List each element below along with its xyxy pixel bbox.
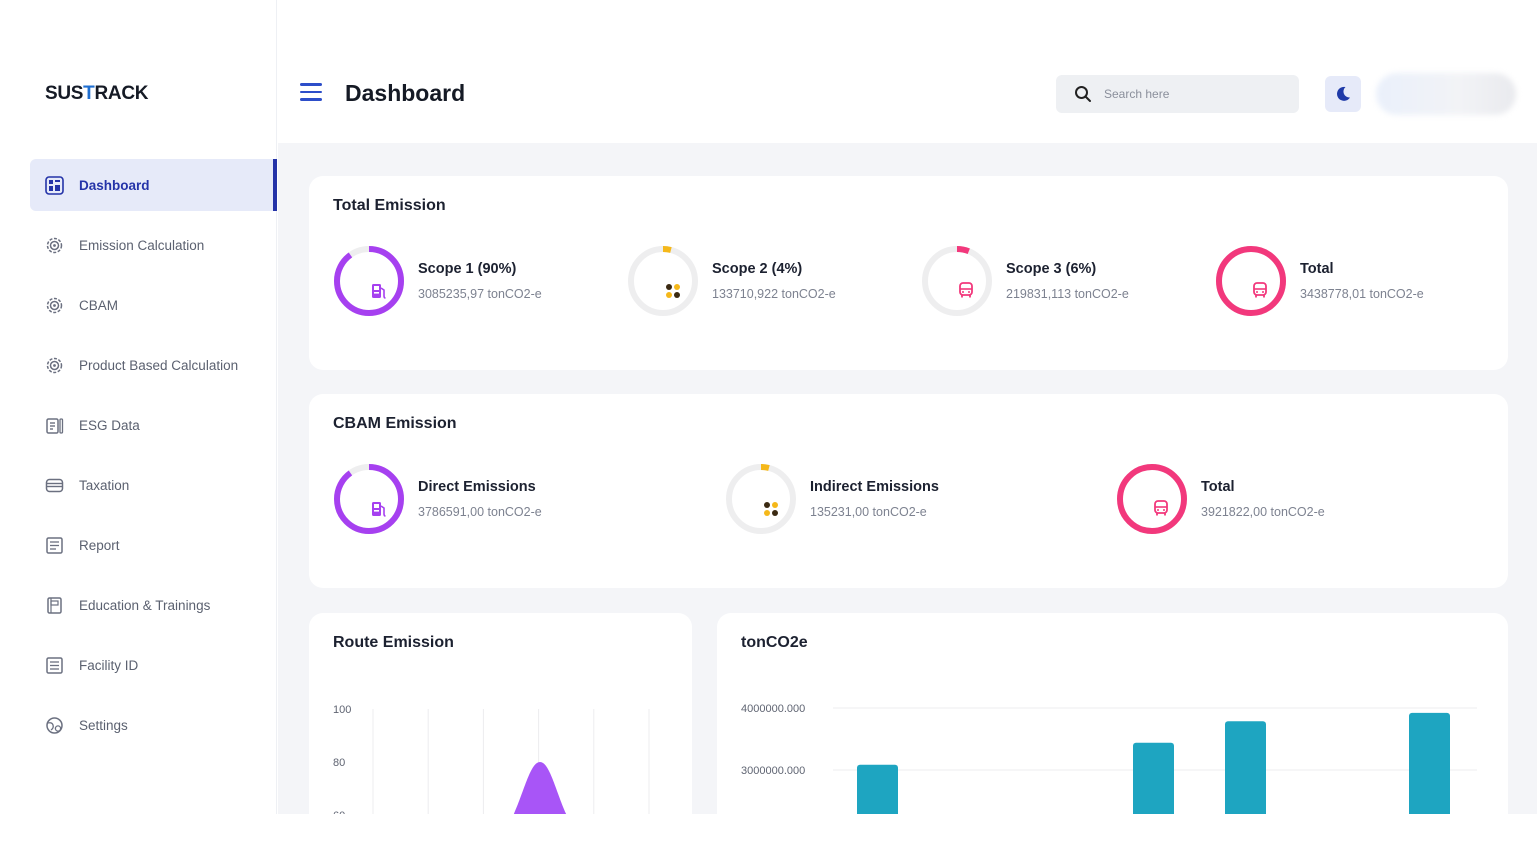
sidebar-item-report[interactable]: Report (30, 519, 277, 571)
sidebar-item-label: Settings (79, 717, 128, 733)
bar (1409, 712, 1450, 814)
card-title: Total Emission (333, 197, 446, 214)
top-header: Dashboard (278, 48, 1537, 143)
card-title: Route Emission (333, 634, 454, 651)
search-input[interactable] (1104, 87, 1284, 101)
bar (1225, 721, 1266, 814)
stat-value: 133710,922 tonCO2-e (712, 287, 836, 301)
stat-scope-3-6: Scope 3 (6%) 219831,113 tonCO2-e (920, 244, 1129, 318)
sidebar-item-label: Facility ID (79, 657, 139, 673)
sidebar-item-esg-data[interactable]: ESG Data (30, 399, 277, 451)
menu-toggle-button[interactable] (300, 83, 322, 105)
gear-icon (44, 355, 64, 375)
sidebar-item-facility-id[interactable]: Facility ID (30, 639, 277, 691)
sidebar-item-label: CBAM (79, 297, 119, 313)
sidebar-item-label: Education & Trainings (79, 597, 211, 613)
sidebar-item-emission-calculation[interactable]: Emission Calculation (30, 219, 277, 271)
stat-indirect-emissions: Indirect Emissions 135231,00 tonCO2-e (724, 462, 939, 536)
stat-direct-emissions: Direct Emissions 3786591,00 tonCO2-e (332, 462, 542, 536)
card-title: tonCO2e (741, 634, 808, 651)
stat-value: 135231,00 tonCO2-e (810, 505, 927, 519)
user-profile[interactable] (1376, 73, 1516, 115)
total-emission-card: Total Emission Scope 1 (90%) 3085235,97 t… (309, 176, 1508, 370)
progress-ring (724, 462, 798, 536)
globe-settings-icon (44, 715, 64, 735)
sidebar-item-label: Report (79, 537, 120, 553)
route-emission-card: Route Emission 100 80 60 (309, 613, 692, 814)
stat-total: Total 3921822,00 tonCO2-e (1115, 462, 1325, 536)
stat-label: Indirect Emissions (810, 479, 939, 495)
area-peak (513, 762, 567, 814)
sidebar-item-label: Taxation (79, 477, 130, 493)
stat-value: 3921822,00 tonCO2-e (1201, 505, 1325, 519)
wallet-icon (44, 475, 64, 495)
y-tick-label: 3000000.000 (741, 765, 805, 777)
gear-icon (44, 235, 64, 255)
sidebar-item-taxation[interactable]: Taxation (30, 459, 277, 511)
card-title: CBAM Emission (333, 415, 457, 432)
gear-icon (44, 295, 64, 315)
sidebar-nav: Dashboard Emission Calculation CBAM Product… (30, 159, 277, 759)
progress-ring (332, 244, 406, 318)
stat-label: Total (1201, 479, 1235, 495)
sidebar-item-label: Emission Calculation (79, 237, 205, 253)
tonco2e-bar-chart: 4000000.000 3000000.000 (741, 703, 1477, 814)
theme-toggle-button[interactable] (1325, 76, 1361, 112)
y-tick-label: 80 (333, 757, 345, 769)
bar (1133, 742, 1174, 814)
y-tick-label: 60 (333, 810, 345, 814)
sidebar-item-label: Dashboard (79, 177, 150, 193)
sidebar: SUSTRACK Dashboard Emission Calculation CB… (0, 0, 277, 814)
bar (857, 764, 898, 814)
sidebar-item-education-trainings[interactable]: Education & Trainings (30, 579, 277, 631)
stat-total: Total 3438778,01 tonCO2-e (1214, 244, 1424, 318)
stat-value: 219831,113 tonCO2-e (1006, 287, 1129, 301)
stat-value: 3786591,00 tonCO2-e (418, 505, 542, 519)
moon-icon (1337, 86, 1350, 101)
sidebar-item-settings[interactable]: Settings (30, 699, 277, 751)
app-logo[interactable]: SUSTRACK (45, 83, 149, 104)
sidebar-item-label: ESG Data (79, 417, 140, 433)
sidebar-item-cbam[interactable]: CBAM (30, 279, 277, 331)
dashboard-icon (44, 175, 64, 195)
stat-value: 3438778,01 tonCO2-e (1300, 287, 1424, 301)
stat-label: Scope 2 (4%) (712, 261, 803, 277)
cbam-emission-card: CBAM Emission Direct Emissions 3786591,00… (309, 394, 1508, 588)
sidebar-item-product-based-calculation[interactable]: Product Based Calculation (30, 339, 277, 391)
stat-scope-1-90: Scope 1 (90%) 3085235,97 tonCO2-e (332, 244, 542, 318)
page-title: Dashboard (345, 80, 466, 106)
tonco2e-card: tonCO2e 4000000.000 3000000.000 (717, 613, 1508, 814)
stat-scope-2-4: Scope 2 (4%) 133710,922 tonCO2-e (626, 244, 836, 318)
stat-label: Scope 1 (90%) (418, 261, 517, 277)
sidebar-item-dashboard[interactable]: Dashboard (30, 159, 277, 211)
stat-value: 3085235,97 tonCO2-e (418, 287, 542, 301)
y-tick-label: 4000000.000 (741, 703, 805, 715)
y-tick-label: 100 (333, 704, 351, 716)
book-icon (44, 595, 64, 615)
search-icon (1075, 86, 1091, 102)
progress-ring (1214, 244, 1288, 318)
search-bar[interactable] (1056, 75, 1299, 113)
stat-label: Direct Emissions (418, 479, 536, 495)
stat-label: Total (1300, 261, 1334, 277)
progress-ring (920, 244, 994, 318)
route-emission-chart: 100 80 60 (333, 704, 650, 814)
document-icon (44, 535, 64, 555)
progress-ring (626, 244, 700, 318)
stat-label: Scope 3 (6%) (1006, 261, 1097, 277)
sidebar-item-label: Product Based Calculation (79, 357, 239, 373)
progress-ring (1115, 462, 1189, 536)
list-icon (44, 655, 64, 675)
progress-ring (332, 462, 406, 536)
clipboard-icon (44, 415, 64, 435)
